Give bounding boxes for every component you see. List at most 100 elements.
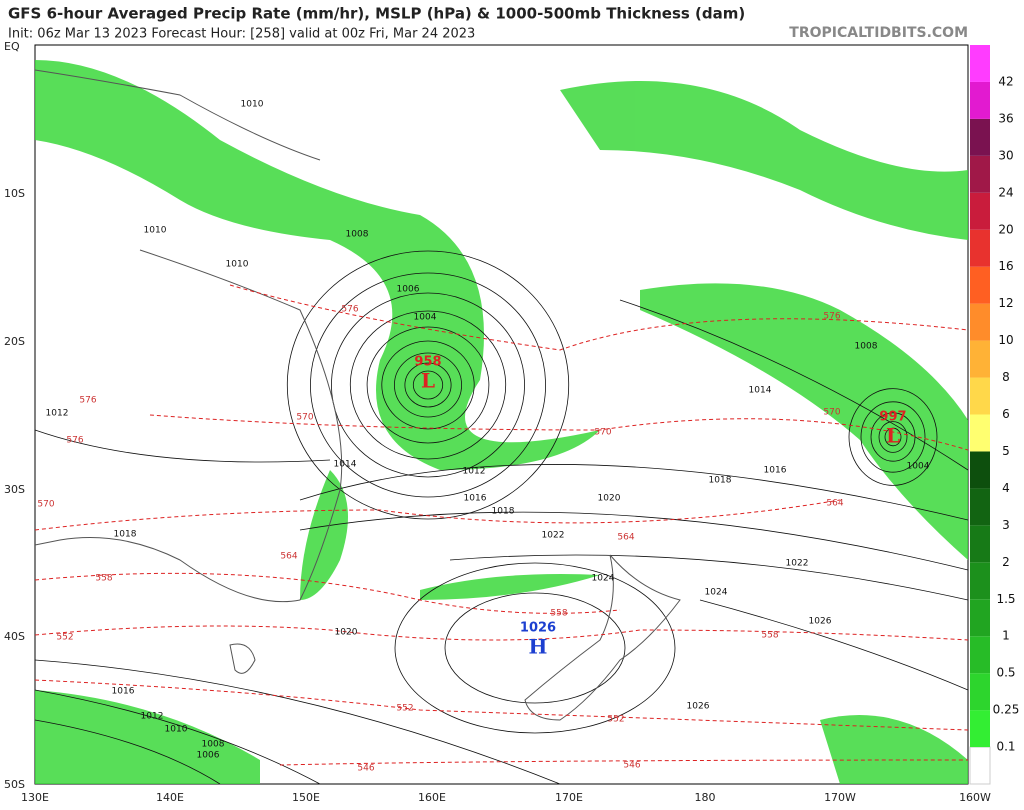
colorbar-segment (970, 710, 990, 748)
colorbar-segment (970, 266, 990, 304)
colorbar-label: 1.5 (996, 592, 1015, 606)
thickness-label: 570 (594, 428, 611, 438)
colorbar-segment (970, 377, 990, 415)
isobar (699, 599, 969, 691)
isobar-label: 1026 (687, 702, 710, 712)
colorbar: 0.1 0.25 0.5 1 1.5 2 3 4 5 6 8 10 12 16 20 24 30 36 42 (969, 45, 1020, 785)
lon-label: 180 (695, 791, 716, 804)
colorbar-label: 2 (1002, 555, 1010, 569)
thickness-label: 570 (296, 413, 313, 423)
isobar (349, 310, 507, 460)
lat-label: 20S (4, 335, 25, 348)
colorbar-label: 0.5 (996, 666, 1015, 680)
isobar (34, 689, 321, 785)
center-pressure: 997 (879, 410, 906, 425)
isobar-label: 1010 (241, 100, 264, 110)
isobar (330, 292, 525, 478)
isobar-label: 1010 (226, 260, 249, 270)
isobar-label: 1010 (165, 725, 188, 735)
isobar (34, 719, 221, 785)
thickness-label: 552 (396, 704, 413, 714)
isobar (412, 370, 444, 400)
source: TROPICALTIDBITS.COM (789, 25, 968, 41)
thickness-line (34, 572, 621, 614)
lat-label: 50S (4, 778, 25, 791)
colorbar-label: 6 (1002, 407, 1010, 421)
colorbar-segment (970, 303, 990, 341)
isobar (394, 562, 676, 734)
colorbar-label: 4 (1002, 481, 1010, 495)
thickness-line (149, 414, 969, 451)
precip-band (820, 715, 968, 784)
colorbar-label: 24 (998, 185, 1013, 199)
lon-label: 170E (555, 791, 583, 804)
isobar-label: 1008 (346, 230, 369, 240)
isobar-label: 1012 (46, 409, 69, 419)
colorbar-segment (970, 45, 990, 82)
isobar-label: 1012 (141, 712, 164, 722)
center-letter: H (529, 635, 548, 659)
thickness-label: 552 (607, 715, 624, 725)
title: GFS 6-hour Averaged Precip Rate (mm/hr),… (8, 5, 745, 23)
center-pressure: 1026 (520, 621, 556, 636)
isobar (299, 511, 969, 571)
colorbar-label: 8 (1002, 370, 1010, 384)
thickness-label: 576 (823, 312, 840, 322)
australia-coast (34, 249, 343, 603)
isobar (309, 272, 546, 498)
thickness-line (279, 759, 969, 766)
colorbar-segment (970, 118, 990, 156)
isobar-label: 1008 (202, 740, 225, 750)
colorbar-segment (970, 599, 990, 637)
new-zealand (524, 554, 681, 721)
isobar (449, 554, 969, 601)
isobar (619, 299, 969, 471)
lon-label: 160W (959, 791, 991, 804)
center-letter: L (421, 369, 435, 393)
isobar (878, 421, 908, 453)
isobar-label: 1004 (907, 462, 930, 472)
isobar (393, 352, 462, 418)
png-coast (34, 69, 321, 161)
colorbar-label: 0.25 (993, 703, 1020, 717)
isobar-label: 1024 (592, 574, 615, 584)
isobar-label: 1006 (397, 285, 420, 295)
colorbar-label: 12 (998, 296, 1013, 310)
colorbar-label: 10 (998, 333, 1013, 347)
colorbar-segment (970, 81, 990, 119)
isobar-label: 1022 (786, 559, 809, 569)
colorbar-segment (970, 192, 990, 230)
isobar-label: 1020 (598, 494, 621, 504)
lat-label: 40S (4, 630, 25, 643)
isobar-label: 1026 (809, 617, 832, 627)
isobar-label: 1014 (749, 386, 772, 396)
colorbar-label: 36 (998, 111, 1013, 125)
precip-band (640, 283, 968, 560)
thickness-label: 558 (550, 609, 567, 619)
tasmania (229, 643, 256, 674)
isobar-label: 1008 (855, 342, 878, 352)
isobar-label: 1020 (335, 628, 358, 638)
thickness-label: 564 (280, 552, 297, 562)
isobar (848, 388, 938, 486)
isobar (444, 592, 626, 704)
colorbar-label: 16 (998, 259, 1013, 273)
colorbar-segment (970, 673, 990, 711)
precip-band (35, 60, 600, 470)
thickness-label: 564 (617, 533, 634, 543)
colorbar-segment (970, 340, 990, 378)
thickness-label: 546 (623, 761, 640, 771)
thickness-label: 546 (357, 764, 374, 774)
isobar-label: 1016 (112, 687, 135, 697)
lat-label: 30S (4, 483, 25, 496)
isobars (34, 250, 969, 785)
isobar (381, 340, 475, 430)
isobar-label: 1006 (197, 751, 220, 761)
isobar-label: 1016 (764, 466, 787, 476)
thickness-label: 570 (37, 500, 54, 510)
colorbar-label: 42 (998, 74, 1013, 88)
subtitle: Init: 06z Mar 13 2023 Forecast Hour: [25… (8, 27, 475, 42)
isobar-label: 1016 (464, 494, 487, 504)
thickness-line (34, 499, 841, 531)
